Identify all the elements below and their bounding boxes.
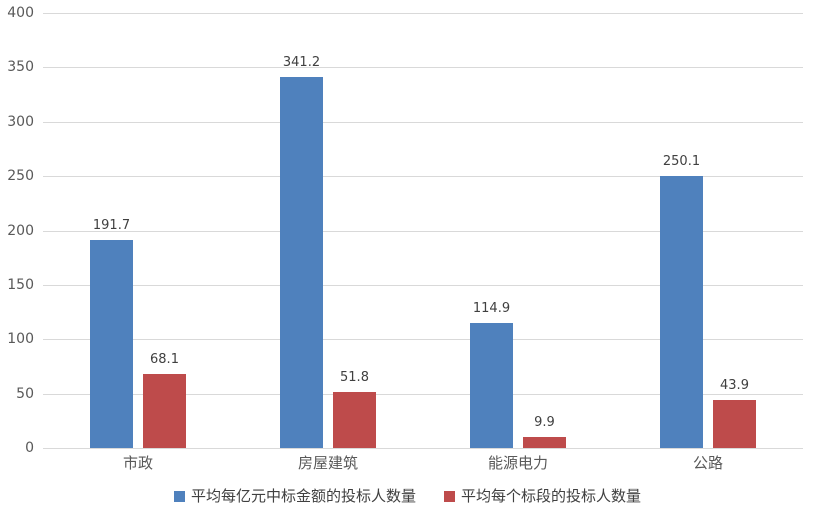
gridline-y-400	[43, 13, 803, 14]
y-axis-tick-label: 100	[7, 331, 34, 348]
bar-series2-市政	[143, 373, 186, 448]
legend-label: 平均每个标段的投标人数量	[461, 487, 642, 505]
gridline-y-0	[43, 448, 803, 449]
gridline-y-250	[43, 176, 803, 178]
data-label-series2-房屋建筑: 51.8	[340, 369, 369, 385]
x-axis-category-label-公路: 公路	[692, 454, 723, 472]
legend-label: 平均每亿元中标金额的投标人数量	[190, 487, 416, 505]
chart-legend: 平均每亿元中标金额的投标人数量 平均每个标段的投标人数量	[0, 489, 815, 504]
gridline-y-300	[43, 121, 803, 123]
gridline-y-350	[43, 67, 803, 69]
data-label-series1-公路: 250.1	[662, 154, 701, 170]
data-label-series2-市政: 68.1	[150, 351, 179, 367]
data-label-series2-公路: 43.9	[720, 378, 749, 394]
x-axis-category-label-房屋建筑: 房屋建筑	[297, 454, 358, 472]
bar-series1-市政	[90, 239, 133, 448]
data-label-series1-市政: 191.7	[92, 217, 131, 233]
data-label-series1-能源电力: 114.9	[472, 301, 511, 317]
x-axis-category-label-能源电力: 能源电力	[487, 454, 548, 472]
y-axis-tick-label: 300	[7, 113, 34, 130]
data-label-series1-房屋建筑: 341.2	[282, 54, 321, 70]
bar-series2-房屋建筑	[333, 391, 376, 448]
gridline-y-100	[43, 339, 803, 341]
y-axis-tick-label: 400	[7, 5, 34, 21]
x-axis-category-label-市政: 市政	[122, 454, 153, 472]
data-label-series2-能源电力: 9.9	[534, 415, 555, 431]
gridline-y-200	[43, 230, 803, 232]
legend-swatch-icon	[173, 491, 185, 502]
bar-series2-能源电力	[523, 437, 566, 448]
bar-series2-公路	[713, 400, 756, 448]
y-axis-tick-label: 50	[16, 385, 34, 402]
legend-item-series2: 平均每个标段的投标人数量	[444, 489, 641, 504]
bar-series1-公路	[660, 176, 703, 448]
bar-series1-能源电力	[470, 323, 513, 448]
gridline-y-150	[43, 284, 803, 286]
y-axis-tick-label: 250	[7, 168, 34, 185]
bar-series1-房屋建筑	[280, 76, 323, 448]
legend-item-series1: 平均每亿元中标金额的投标人数量	[173, 487, 416, 505]
y-axis-tick-label: 200	[7, 222, 34, 239]
y-axis-tick-label: 350	[7, 59, 34, 76]
gridline-y-50	[43, 393, 803, 395]
y-axis-tick-label: 150	[7, 276, 34, 293]
y-axis-tick-label: 0	[25, 440, 34, 456]
legend-swatch-icon	[444, 491, 455, 502]
